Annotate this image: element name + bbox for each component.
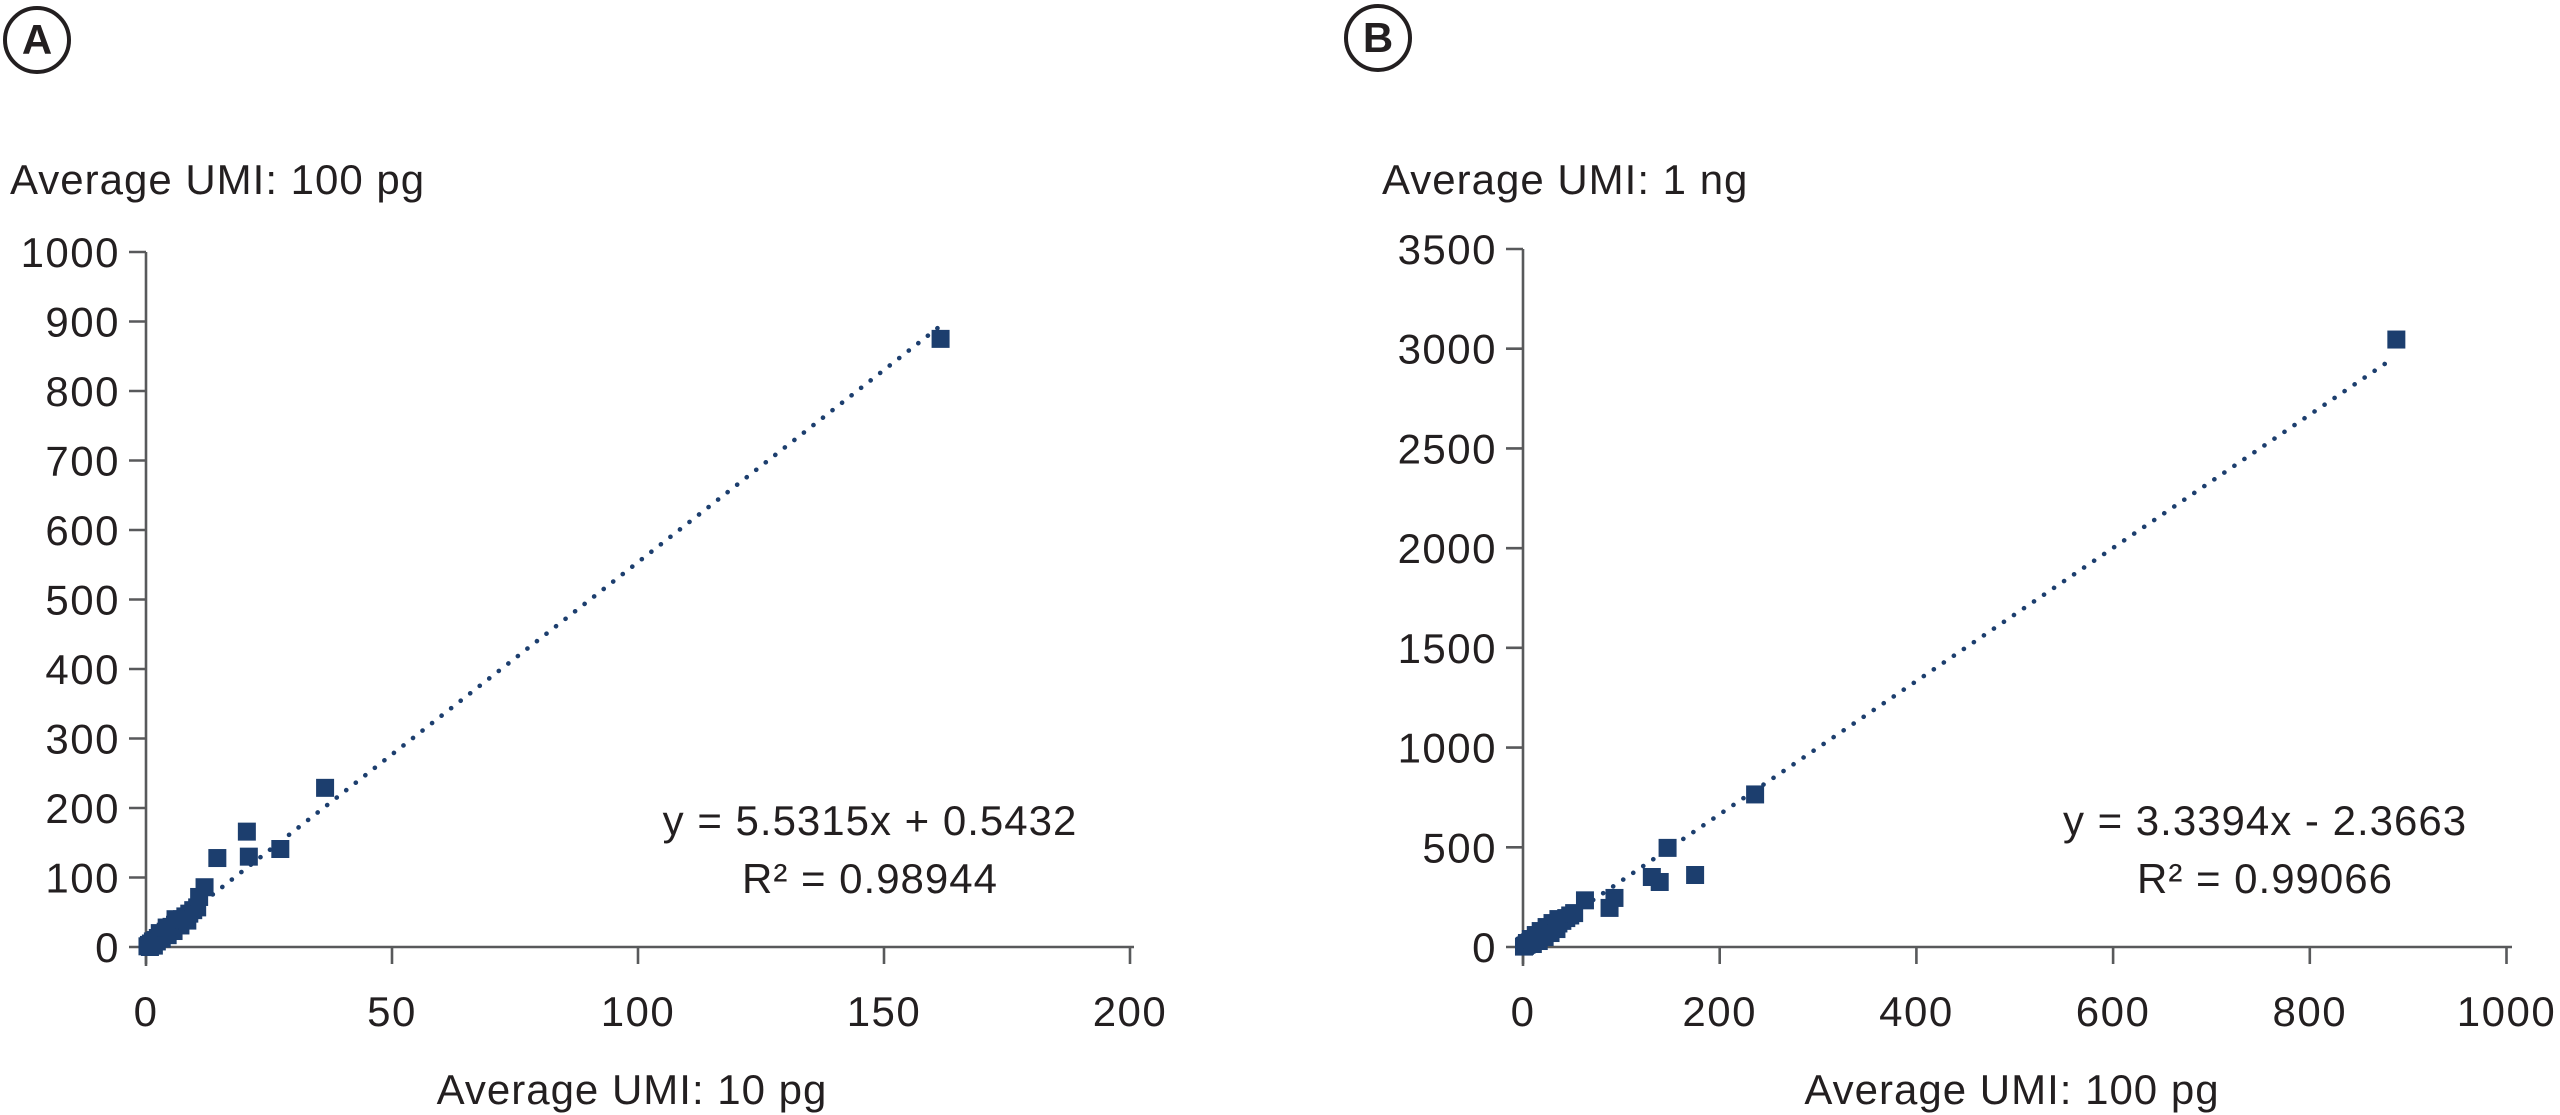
panel-a-x-axis-title: Average UMI: 10 pg xyxy=(436,1066,828,1113)
y-tick-label: 300 xyxy=(45,716,120,763)
panel-b-r-squared: R² = 0.99066 xyxy=(2136,855,2393,902)
data-point xyxy=(1746,785,1765,804)
x-tick-label: 200 xyxy=(1093,988,1168,1035)
x-tick-label: 0 xyxy=(134,988,159,1035)
y-tick-label: 2000 xyxy=(1398,525,1497,572)
data-point xyxy=(1547,920,1566,939)
data-point xyxy=(316,778,335,797)
panel-b-x-axis-title: Average UMI: 100 pg xyxy=(1804,1066,2220,1113)
x-tick-label: 50 xyxy=(367,988,417,1035)
y-tick-label: 500 xyxy=(1422,824,1497,871)
y-tick-label: 1000 xyxy=(21,229,120,276)
y-tick-label: 1500 xyxy=(1398,625,1497,672)
y-tick-label: 3000 xyxy=(1398,326,1497,373)
y-tick-label: 0 xyxy=(95,924,120,971)
x-tick-label: 600 xyxy=(2076,988,2151,1035)
panel-a-badge-letter: A xyxy=(21,16,53,63)
data-point xyxy=(2387,330,2406,349)
y-tick-label: 2500 xyxy=(1398,425,1497,472)
x-tick-label: 100 xyxy=(601,988,676,1035)
y-tick-label: 3500 xyxy=(1398,226,1497,273)
x-tick-label: 200 xyxy=(1682,988,1757,1035)
x-tick-label: 0 xyxy=(1511,988,1536,1035)
y-tick-label: 200 xyxy=(45,785,120,832)
y-tick-label: 900 xyxy=(45,299,120,346)
y-tick-label: 0 xyxy=(1472,924,1497,971)
panel-b-y-axis-title: Average UMI: 1 ng xyxy=(1382,156,1749,203)
data-point xyxy=(1650,872,1669,891)
data-point xyxy=(271,840,290,859)
panel-b-plot: 0 500 1000 1500 2000 2500 3000 3500 0 200 400 600 80… xyxy=(1398,226,2556,1035)
trend-line xyxy=(1520,359,2391,950)
x-tick-label: 800 xyxy=(2273,988,2348,1035)
data-point xyxy=(1686,866,1705,885)
panel-b-equation: y = 3.3394x - 2.3663 xyxy=(2062,797,2468,844)
panel-a-equation: y = 5.5315x + 0.5432 xyxy=(662,797,1078,844)
data-point xyxy=(237,822,256,841)
x-tick-label: 150 xyxy=(847,988,922,1035)
y-tick-label: 400 xyxy=(45,646,120,693)
y-tick-label: 1000 xyxy=(1398,725,1497,772)
data-point xyxy=(195,878,214,897)
panel-b-badge-letter: B xyxy=(1362,14,1394,61)
data-point xyxy=(1605,888,1624,907)
y-tick-label: 800 xyxy=(45,368,120,415)
panel-a-badge: A xyxy=(3,6,71,74)
data-point xyxy=(208,849,227,868)
y-tick-label: 500 xyxy=(45,577,120,624)
data-point xyxy=(239,847,258,866)
panel-a-plot: 0 100 200 300 400 500 600 700 800 900 1000 0 50 100 15… xyxy=(21,229,1168,1035)
panel-a-r-squared: R² = 0.98944 xyxy=(741,855,998,902)
y-tick-label: 100 xyxy=(45,855,120,902)
data-point xyxy=(931,329,950,348)
y-tick-label: 600 xyxy=(45,507,120,554)
panel-a-y-axis-title: Average UMI: 100 pg xyxy=(10,156,426,203)
y-tick-label: 700 xyxy=(45,438,120,485)
data-point xyxy=(166,910,185,929)
data-point xyxy=(144,936,163,955)
data-point xyxy=(1575,891,1594,910)
x-tick-label: 1000 xyxy=(2457,988,2556,1035)
panel-b-badge: B xyxy=(1344,4,1412,72)
data-point xyxy=(1658,838,1677,857)
panel-a-equation-block: y = 5.5315x + 0.5432 R² = 0.98944 xyxy=(570,792,1170,908)
x-tick-label: 400 xyxy=(1879,988,1954,1035)
panel-b-equation-block: y = 3.3394x - 2.3663 R² = 0.99066 xyxy=(1965,792,2560,908)
